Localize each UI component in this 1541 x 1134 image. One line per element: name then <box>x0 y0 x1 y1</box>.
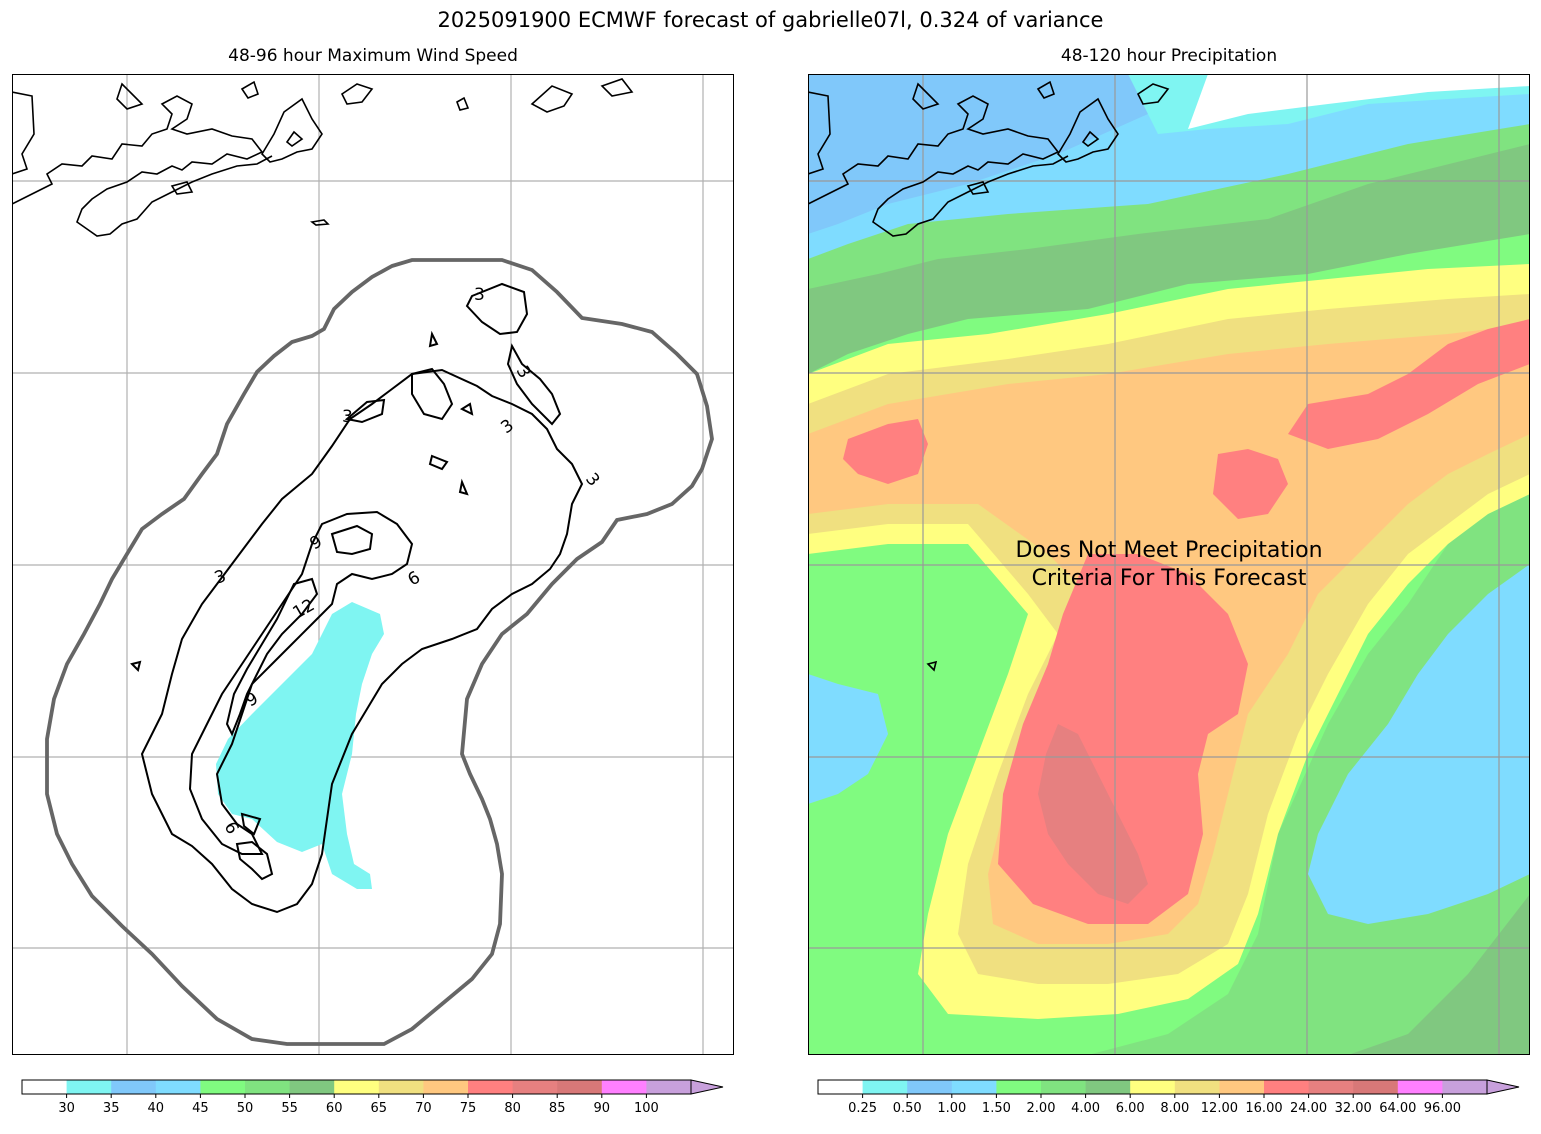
wind-colorbar-tick-label: 80 <box>504 1101 521 1116</box>
wind-speed-map: 3 3 3 3 3 3 6 6 9 9 12 <box>12 74 734 1055</box>
contour-3-north <box>465 282 529 336</box>
coastline <box>12 78 634 237</box>
precip-colorbar-tick-label: 2.00 <box>1027 1101 1056 1116</box>
outer-contour <box>45 258 714 1046</box>
wind-colorbar-tick-label: 75 <box>460 1101 477 1116</box>
figure-title: 2025091900 ECMWF forecast of gabrielle07… <box>437 8 1104 32</box>
wind-colorbar-swatch <box>289 1080 335 1094</box>
wind-colorbar-swatch <box>468 1080 514 1094</box>
precip-colorbar-extend-arrow <box>1486 1079 1520 1095</box>
wind-colorbar-tick-label: 60 <box>326 1101 343 1116</box>
precip-colorbar-swatch <box>1174 1080 1220 1094</box>
wind-colorbar-tick-label: 65 <box>371 1101 388 1116</box>
wind-colorbar-tick-label: 100 <box>634 1101 659 1116</box>
wind-colorbar-extend-arrow <box>690 1079 724 1095</box>
precip-colorbar-tick-label: 0.50 <box>893 1101 922 1116</box>
precip-colorbar-swatch <box>1353 1080 1399 1094</box>
precip-colorbar-tick-label: 6.00 <box>1116 1101 1145 1116</box>
precip-colorbar-tick-label: 4.00 <box>1071 1101 1100 1116</box>
wind-colorbar-swatch <box>646 1080 692 1094</box>
wind-colorbar-tick-label: 40 <box>148 1101 165 1116</box>
wind-contours <box>130 282 584 914</box>
coastline <box>808 80 1170 672</box>
wind-colorbar-tick-label: 55 <box>281 1101 298 1116</box>
precip-colorbar-swatch <box>996 1080 1042 1094</box>
wind-colorbar-swatch <box>334 1080 380 1094</box>
precip-colorbar-swatch <box>1130 1080 1176 1094</box>
wind-colorbar-swatch <box>155 1080 201 1094</box>
precip-colorbar-tick-label: 12.00 <box>1201 1101 1238 1116</box>
precipitation-map: Does Not Meet Precipitation Criteria For… <box>808 74 1530 1055</box>
wind-panel-title: 48-96 hour Maximum Wind Speed <box>228 46 518 66</box>
contour-9 <box>330 524 374 556</box>
precip-colorbar-swatch <box>1397 1080 1443 1094</box>
wind-colorbar-swatch <box>66 1080 112 1094</box>
precip-colorbar-swatch <box>818 1080 864 1094</box>
wind-colorbar-tick-label: 90 <box>594 1101 611 1116</box>
wind-colorbar-swatch <box>245 1080 291 1094</box>
precip-colorbar-tick-label: 64.00 <box>1379 1101 1416 1116</box>
precip-colorbar-tick-label: 1.00 <box>937 1101 966 1116</box>
wind-colorbar-swatch <box>378 1080 424 1094</box>
wind-shading-30kt <box>216 602 384 889</box>
precip-colorbar-swatch <box>1041 1080 1087 1094</box>
wind-colorbar-swatch <box>22 1080 68 1094</box>
precip-colorbar-tick-label: 16.00 <box>1245 1101 1282 1116</box>
wind-colorbar-tick-label: 85 <box>549 1101 566 1116</box>
precip-colorbar-tick-label: 32.00 <box>1335 1101 1372 1116</box>
precip-colorbar-tick-label: 0.25 <box>848 1101 877 1116</box>
wind-colorbar-swatch <box>557 1080 603 1094</box>
wind-colorbar-tick-label: 35 <box>103 1101 120 1116</box>
contour-3-ne <box>506 343 562 426</box>
contour-3-main <box>140 368 584 914</box>
gridlines <box>808 74 1530 1055</box>
precip-colorbar-swatch <box>951 1080 997 1094</box>
wind-colorbar-tick-label: 30 <box>58 1101 75 1116</box>
precip-colorbar-swatch <box>862 1080 908 1094</box>
precip-colorbar-swatch <box>1219 1080 1265 1094</box>
precip-colorbar-swatch <box>907 1080 953 1094</box>
wind-colorbar-tick-label: 45 <box>192 1101 209 1116</box>
wind-colorbar-swatch <box>423 1080 469 1094</box>
precip-colorbar-tick-label: 24.00 <box>1290 1101 1327 1116</box>
precip-colorbar-swatch <box>1085 1080 1131 1094</box>
wind-colorbar-tick-label: 50 <box>237 1101 254 1116</box>
precip-colorbar-swatch <box>1264 1080 1310 1094</box>
contour-6 <box>188 510 414 855</box>
precipitation-colorbar: 0.25 0.50 1.00 1.50 2.00 4.00 6.00 8.00 12.00 16.… <box>810 1078 1530 1134</box>
precip-colorbar-tick-label: 8.00 <box>1160 1101 1189 1116</box>
contour-label: 3 <box>474 285 485 305</box>
contour-label: 3 <box>342 407 353 427</box>
precip-panel-title: 48-120 hour Precipitation <box>1060 46 1278 66</box>
wind-colorbar-swatch <box>111 1080 157 1094</box>
precip-colorbar-tick-label: 96.00 <box>1424 1101 1461 1116</box>
precipitation-shading <box>808 74 1530 1055</box>
wind-colorbar-swatch <box>512 1080 558 1094</box>
contour-3-small <box>344 398 386 424</box>
wind-colorbar-swatch <box>200 1080 246 1094</box>
precip-colorbar-swatch <box>1442 1080 1488 1094</box>
wind-speed-colorbar: 30 35 40 45 50 55 60 65 70 75 80 85 90 100 <box>14 1078 734 1134</box>
wind-colorbar-swatch <box>601 1080 647 1094</box>
precip-colorbar-tick-label: 1.50 <box>982 1101 1011 1116</box>
contour-12 <box>225 577 319 737</box>
precip-colorbar-swatch <box>1308 1080 1354 1094</box>
wind-colorbar-tick-label: 70 <box>415 1101 432 1116</box>
gridlines <box>12 74 734 1055</box>
